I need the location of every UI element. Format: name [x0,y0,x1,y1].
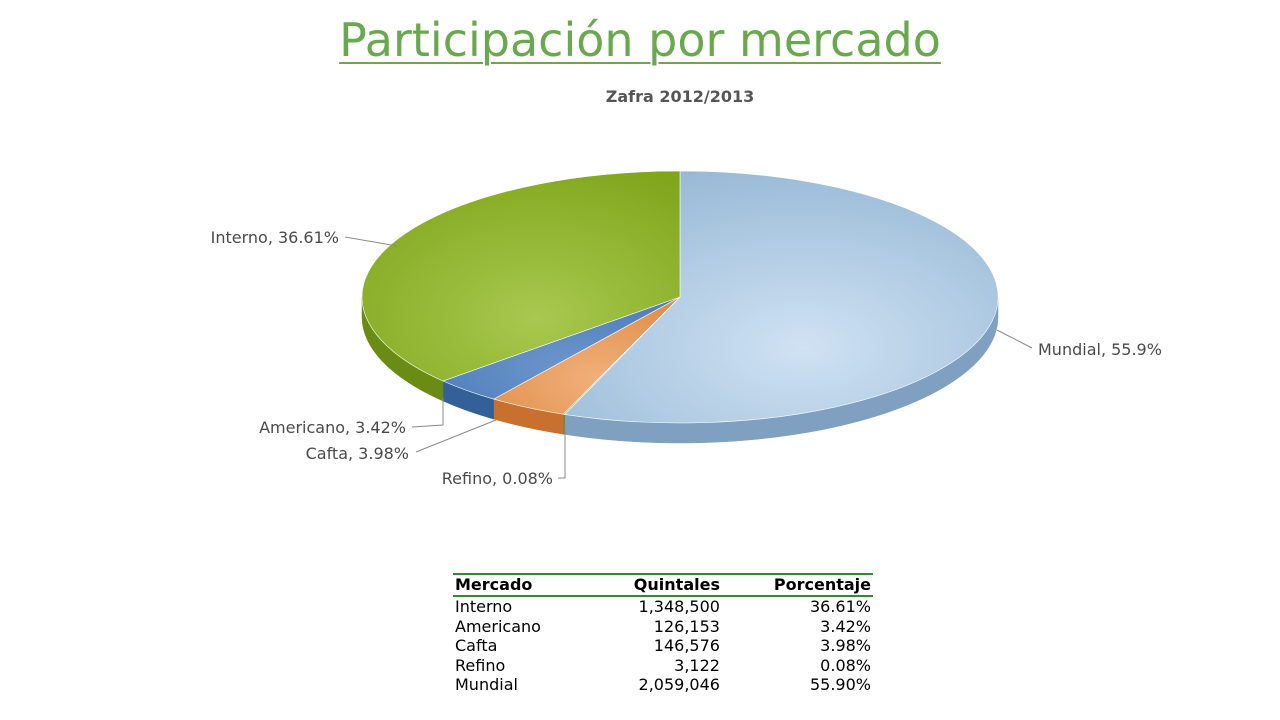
data-label-americano: Americano, 3.42% [259,418,406,437]
table-row: Interno 1,348,500 36.61% [453,596,873,617]
table-row: Refino 3,122 0.08% [453,656,873,676]
leader-line-refino [558,425,566,479]
cell-quintales: 1,348,500 [638,597,720,616]
cell-porcentaje: 3.98% [820,636,871,655]
table-row: Mundial 2,059,046 55.90% [453,675,873,695]
cell-mercado: Refino [455,655,506,675]
cell-mercado: Mundial [455,675,518,694]
cell-quintales: 3,122 [674,655,720,675]
data-label-interno: Interno, 36.61% [211,228,339,247]
column-header-porcentaje: Porcentaje [721,573,873,597]
chart-title: Zafra 2012/2013 [606,87,755,106]
leader-line-mundial [996,329,1033,349]
leader-line-americano [411,398,444,428]
leader-line-interno [344,236,398,247]
column-header-quintales: Quintales [587,573,722,597]
cell-quintales: 126,153 [653,616,720,636]
cell-porcentaje: 0.08% [820,655,871,675]
data-label-mundial: Mundial, 55.9% [1038,340,1162,359]
table-header-row: Mercado Quintales Porcentaje [453,573,873,597]
data-label-cafta: Cafta, 3.98% [306,444,409,463]
cell-quintales: 2,059,046 [638,675,720,694]
table-row: Americano 126,153 3.42% [453,617,873,637]
column-header-mercado: Mercado [453,573,588,597]
cell-porcentaje: 3.42% [820,616,871,636]
cell-porcentaje: 36.61% [809,597,871,616]
data-table: Mercado Quintales Porcentaje Interno 1,3… [453,573,873,695]
cell-quintales: 146,576 [653,636,720,655]
cell-mercado: Cafta [455,636,498,655]
pie-slice-mundial [564,170,999,424]
cell-mercado: Interno [455,597,513,616]
cell-mercado: Americano [455,616,541,636]
pie-slice-interno [361,170,681,382]
leader-line-cafta [415,419,497,453]
page-title: Participación por mercado [339,13,941,67]
cell-porcentaje: 55.90% [809,675,871,694]
data-label-refino: Refino, 0.08% [442,469,553,488]
table-row: Cafta 146,576 3.98% [453,636,873,656]
